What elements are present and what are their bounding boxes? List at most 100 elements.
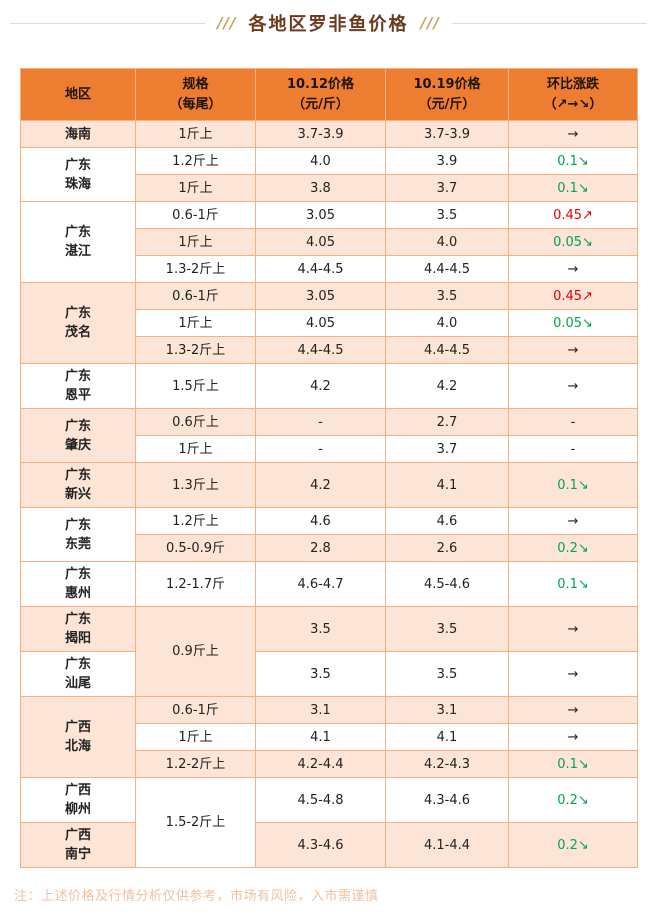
price-cell: 4.5-4.6 — [385, 561, 509, 607]
header-region-label: 地区 — [64, 86, 91, 102]
change-cell: 0.1↘ — [508, 462, 638, 508]
spec-cell: 0.6斤上 — [135, 408, 256, 436]
title-decor-right-icon: /// — [420, 14, 440, 32]
table-row: 广东 肇庆 0.6斤上 -2.7- — [20, 408, 638, 463]
price-cell: 4.4-4.5 — [385, 255, 509, 283]
change-cell: 0.45↗ — [508, 282, 638, 310]
table-row: 广东 揭阳 0.9斤上 3.5 3.5 → — [20, 606, 638, 697]
change-cell: 0.1↘ — [508, 561, 638, 607]
price-cell: 4.2-4.3 — [385, 750, 509, 778]
price-cell: 3.5 — [385, 201, 509, 229]
table-row: 广西 北海 0.6-1斤 3.1 3.1 → — [20, 696, 638, 778]
change-cell: → — [508, 606, 638, 652]
table-row: 1.3-2斤上 4.4-4.5 4.4-4.5 → — [21, 255, 638, 283]
header-spec-unit: （每尾） — [169, 96, 222, 112]
price-cell: 3.7 — [385, 174, 509, 202]
price-cell: 3.05 — [255, 282, 386, 310]
change-cell: → — [508, 651, 638, 697]
price-cell: 4.2 — [385, 363, 509, 409]
change-cell: 0.45↗ — [508, 201, 638, 229]
price-cell: 4.5-4.8 — [255, 777, 386, 823]
price-cell: 2.7 — [385, 408, 509, 436]
table-row: 海南 1斤上 3.7-3.9 3.7-3.9 → — [20, 120, 638, 148]
region-cell: 海南 — [20, 120, 136, 148]
spec-cell: 1.2-2斤上 — [135, 750, 256, 778]
table-row: 1.2-2斤上 4.2-4.4 4.2-4.3 0.1↘ — [21, 750, 638, 778]
spec-cell: 1.3-2斤上 — [135, 255, 256, 283]
table-row: 广西 柳州 1.5-2斤上 4.5-4.8 4.3-4.6 0.2↘ — [20, 777, 638, 868]
header-change: 环比涨跌 （↗→↘） — [508, 68, 638, 121]
price-cell: 4.0 — [255, 147, 386, 175]
header-price-1012-label: 10.12价格 — [286, 76, 355, 92]
change-cell: 0.1↘ — [508, 750, 638, 778]
price-cell: 2.8 — [255, 534, 386, 562]
price-cell: 3.7-3.9 — [255, 120, 386, 148]
spec-cell: 0.6-1斤 — [135, 282, 256, 310]
region-cell: 广东 湛江 — [20, 201, 136, 283]
price-cell: 3.8 — [255, 174, 386, 202]
price-cell: 4.0 — [385, 228, 509, 256]
price-cell: 4.1 — [255, 723, 386, 751]
change-cell: → — [508, 255, 638, 283]
table-body: 海南 1斤上 3.7-3.9 3.7-3.9 → 广东 珠海 1.2斤上 4.0 3.9 0.1↘… — [20, 120, 638, 868]
table-row: 广东 汕尾 3.5 3.5 → — [20, 651, 638, 697]
table-row: 广西 南宁 4.3-4.6 4.1-4.4 0.2↘ — [20, 822, 638, 868]
table-row: 1斤上 4.1 4.1 → — [21, 723, 638, 751]
change-cell: 0.2↘ — [508, 822, 638, 868]
spec-cell: 1斤上 — [135, 228, 256, 256]
header-change-unit: （↗→↘） — [543, 96, 603, 112]
change-cell: - — [508, 435, 638, 463]
price-cell: 4.4-4.5 — [255, 336, 386, 364]
page-title-bar: /// 各地区罗非鱼价格 /// — [0, 0, 657, 35]
spec-cell: 0.6-1斤 — [135, 201, 256, 229]
price-cell: - — [255, 435, 386, 463]
price-cell: 4.3-4.6 — [255, 822, 386, 868]
change-cell: → — [508, 507, 638, 535]
title-rule-right — [451, 22, 647, 24]
change-cell: → — [508, 696, 638, 724]
price-cell: 3.9 — [385, 147, 509, 175]
disclaimer-note: 注：上述价格及行情分析仅供参考，市场有风险，入市需谨慎 — [14, 889, 379, 904]
spec-cell: 1.2斤上 — [135, 147, 256, 175]
price-cell: 3.5 — [385, 282, 509, 310]
region-cell: 广东 珠海 — [20, 147, 136, 202]
title-rule-left — [10, 22, 206, 24]
region-cell: 广西 北海 — [20, 696, 136, 778]
table-header: 地区 规格 （每尾） 10.12价格 （元/斤） 10.19价格 （元/斤） 环… — [20, 68, 638, 121]
price-cell: - — [255, 408, 386, 436]
price-cell: 4.3-4.6 — [385, 777, 509, 823]
price-cell: 3.5 — [255, 651, 386, 697]
price-cell: 4.6-4.7 — [255, 561, 386, 607]
change-cell: 0.2↘ — [508, 534, 638, 562]
spec-cell: 1斤上 — [135, 309, 256, 337]
price-cell: 4.4-4.5 — [385, 336, 509, 364]
region-cell: 广东 汕尾 — [20, 651, 136, 697]
spec-cell: 1斤上 — [135, 174, 256, 202]
table-row: 1斤上 3.8 3.7 0.1↘ — [21, 174, 638, 202]
header-price-1019-unit: （元/斤） — [418, 96, 476, 112]
table-row: 广东 湛江 0.6-1斤 3.05 3.5 0.45↗ — [20, 201, 638, 283]
region-cell: 广西 南宁 — [20, 822, 136, 868]
price-cell: 3.1 — [385, 696, 509, 724]
table-row: 1斤上 -3.7- — [21, 435, 638, 463]
change-cell: → — [508, 363, 638, 409]
price-cell: 4.4-4.5 — [255, 255, 386, 283]
price-cell: 4.0 — [385, 309, 509, 337]
region-cell: 广东 惠州 — [20, 561, 136, 607]
region-cell: 广东 茂名 — [20, 282, 136, 364]
header-price-1012: 10.12价格 （元/斤） — [255, 68, 386, 121]
spec-cell: 1.5斤上 — [135, 363, 256, 409]
header-price-1019: 10.19价格 （元/斤） — [385, 68, 509, 121]
price-cell: 4.2-4.4 — [255, 750, 386, 778]
price-cell: 4.6 — [255, 507, 386, 535]
change-cell: - — [508, 408, 638, 436]
change-cell: 0.05↘ — [508, 309, 638, 337]
price-cell: 4.6 — [385, 507, 509, 535]
price-cell: 4.2 — [255, 363, 386, 409]
price-cell: 4.05 — [255, 309, 386, 337]
header-change-label: 环比涨跌 — [546, 76, 599, 92]
spec-cell: 1斤上 — [135, 120, 256, 148]
change-cell: 0.1↘ — [508, 174, 638, 202]
price-cell: 3.5 — [385, 651, 509, 697]
region-cell: 广东 肇庆 — [20, 408, 136, 463]
